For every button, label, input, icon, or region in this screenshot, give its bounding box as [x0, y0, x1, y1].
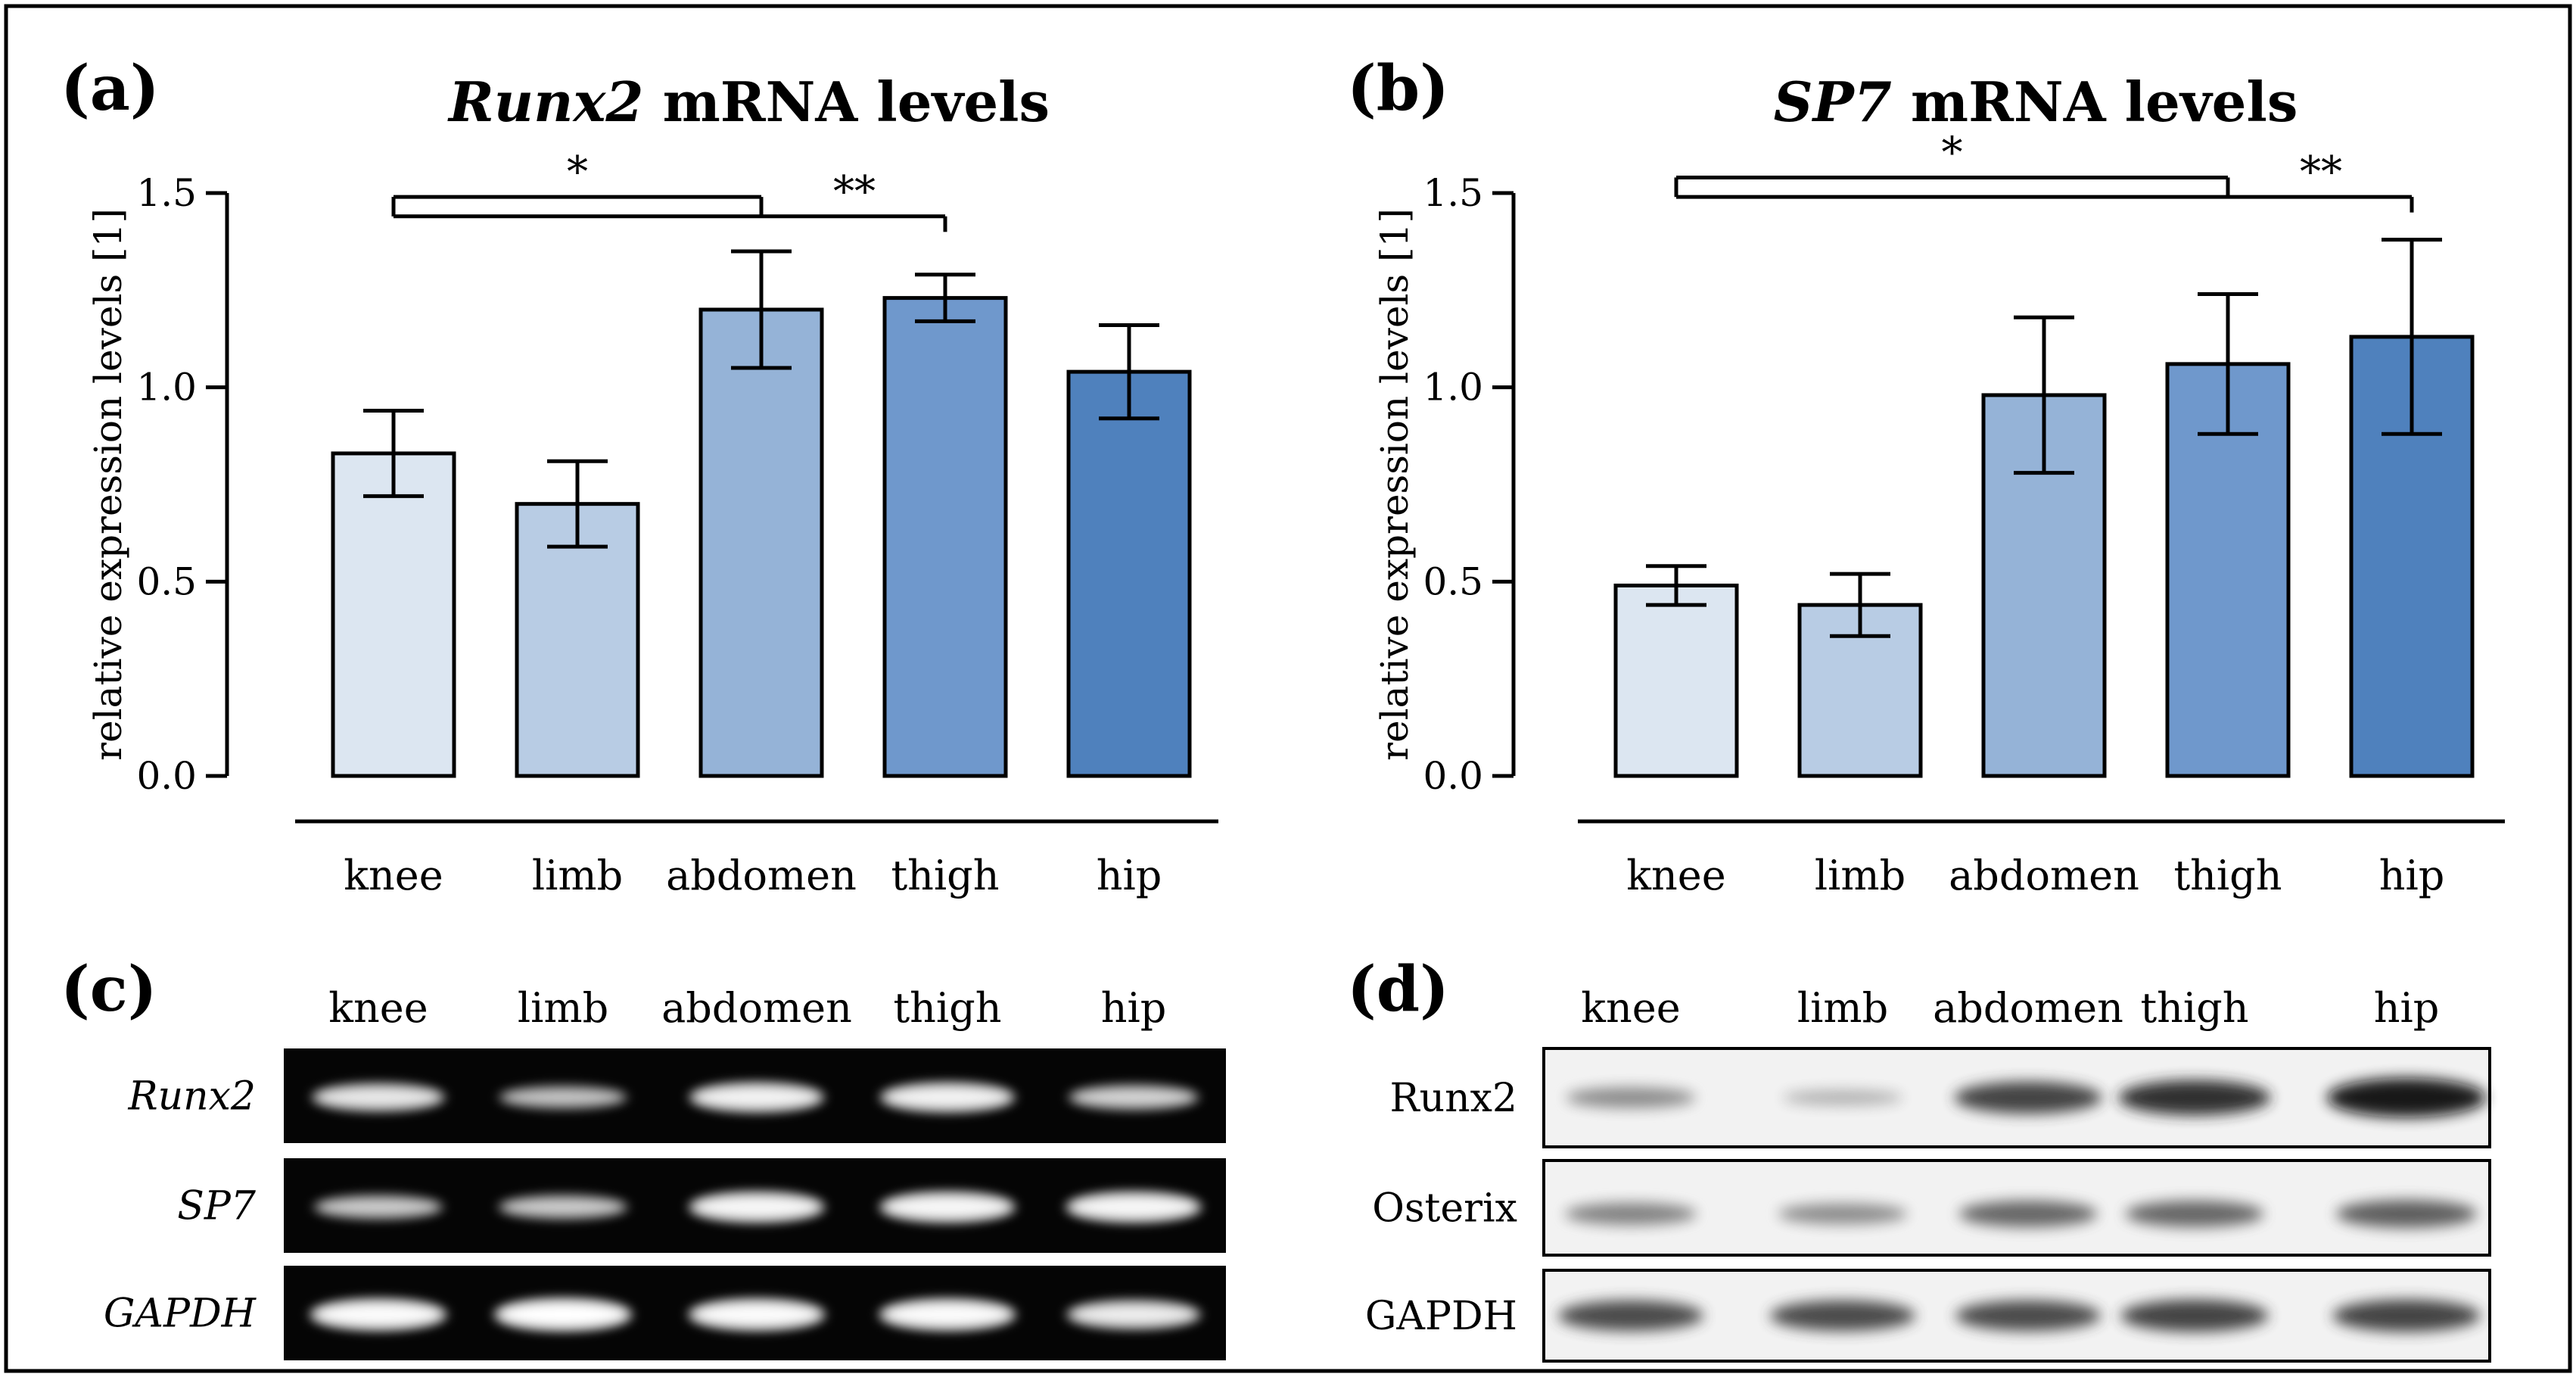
chart-title: Runx2 mRNA levels — [447, 70, 1050, 134]
gel-row-label: Runx2 — [127, 1074, 256, 1120]
blot-row-label: Osterix — [1372, 1186, 1517, 1232]
chart-title-italic: Runx2 — [447, 70, 644, 134]
blot-band — [1782, 1090, 1903, 1105]
blot-band — [2120, 1299, 2269, 1332]
gel-band — [693, 1195, 820, 1220]
gel-band — [316, 1086, 441, 1108]
gel-band — [884, 1086, 1011, 1109]
blot-band — [2118, 1079, 2271, 1116]
significance-label: * — [1942, 128, 1963, 177]
gel-band — [1071, 1303, 1196, 1326]
chart-title: SP7 mRNA levels — [1774, 70, 2298, 134]
y-tick-label: 1.0 — [136, 366, 197, 410]
chart-b: SP7 mRNA levels relative expression level… — [1373, 70, 2505, 899]
blot-band — [2327, 1078, 2486, 1117]
x-tick-label: abdomen — [1949, 852, 2139, 899]
gel-band — [693, 1086, 820, 1109]
blot-band — [1778, 1203, 1908, 1225]
bar-limb — [515, 502, 640, 778]
blot-lane-label: abdomen — [1933, 984, 2123, 1032]
blot-band — [2332, 1299, 2481, 1332]
bar-knee — [331, 451, 456, 778]
blot-lane-label: thigh — [2140, 984, 2248, 1032]
gel-row-label: GAPDH — [104, 1291, 257, 1337]
panel-label-b: (b) — [1347, 52, 1449, 125]
x-tick-label: limb — [1815, 852, 1906, 899]
blot-band — [1770, 1300, 1915, 1332]
bar-abdomen — [1981, 393, 2107, 778]
bar-thigh — [882, 296, 1008, 778]
blot-band — [2336, 1200, 2477, 1228]
x-tick-label: limb — [532, 852, 623, 899]
x-tick-label: knee — [1626, 852, 1725, 899]
y-tick-label: 1.5 — [1423, 171, 1483, 215]
chart-title-italic: SP7 — [1774, 70, 1892, 134]
x-tick-label: abdomen — [666, 852, 857, 899]
gel-lane-label: hip — [1101, 984, 1167, 1032]
gel-band — [692, 1302, 821, 1327]
y-axis-label: relative expression levels [1] — [86, 208, 130, 761]
blot-band — [1954, 1081, 2102, 1114]
significance-label: ** — [833, 167, 876, 217]
chart-a: Runx2 mRNA levels relative expression lev… — [86, 70, 1218, 899]
bar-knee — [1613, 583, 1739, 778]
gel-band — [317, 1198, 440, 1217]
blot-band — [1566, 1087, 1696, 1108]
chart-title-rest: mRNA levels — [644, 70, 1050, 134]
y-tick-label: 0.5 — [136, 559, 197, 603]
x-tick-label: hip — [1097, 852, 1162, 899]
chart-title-rest: mRNA levels — [1892, 70, 2298, 134]
panel-label-c: (c) — [61, 953, 157, 1026]
y-tick-label: 0.5 — [1423, 559, 1483, 603]
x-tick-label: thigh — [891, 852, 999, 899]
gel-lane-label: abdomen — [661, 984, 852, 1032]
blot-row-label: Runx2 — [1389, 1076, 1517, 1121]
figure-border — [4, 4, 2572, 1373]
gel-band — [1072, 1087, 1195, 1108]
y-axis-label: relative expression levels [1] — [1373, 208, 1417, 761]
bar-hip — [1066, 369, 1192, 778]
gel-lane-label: knee — [328, 984, 428, 1032]
x-tick-label: hip — [2379, 852, 2445, 899]
y-tick-label: 1.5 — [136, 171, 197, 215]
x-tick-label: thigh — [2173, 852, 2282, 899]
significance-label: * — [567, 148, 588, 197]
gel-row-label: SP7 — [177, 1184, 257, 1229]
blot-row-label: GAPDH — [1365, 1294, 1517, 1339]
gel-band — [502, 1089, 624, 1106]
blot-panel-d: knee limb abdomen thigh hip Runx2 Osterix GAPDH — [1365, 984, 2491, 1363]
blot-lane-label: limb — [1797, 984, 1888, 1032]
panel-label-d: (d) — [1347, 953, 1449, 1026]
bar-abdomen — [698, 307, 824, 778]
blot-band — [1955, 1300, 2101, 1332]
blot-band — [2125, 1201, 2264, 1227]
blot-lane-label: knee — [1581, 984, 1680, 1032]
gel-band — [884, 1195, 1011, 1220]
gel-band — [314, 1302, 443, 1327]
significance-label: ** — [2300, 148, 2342, 197]
gel-lane-label: thigh — [893, 984, 1001, 1032]
gel-lane-label: limb — [518, 984, 608, 1032]
blot-lane-label: hip — [2374, 984, 2440, 1032]
y-tick-label: 1.0 — [1423, 366, 1483, 410]
y-tick-label: 0.0 — [136, 754, 197, 798]
gel-band — [502, 1198, 624, 1217]
panel-label-a: (a) — [61, 52, 160, 125]
gel-band — [499, 1301, 627, 1328]
blot-band — [1565, 1202, 1697, 1226]
gel-band — [1070, 1195, 1197, 1220]
y-tick-label: 0.0 — [1423, 754, 1483, 798]
blot-band — [1958, 1201, 2098, 1227]
x-tick-label: knee — [344, 852, 443, 899]
gel-band — [883, 1302, 1012, 1327]
gel-panel-c: knee limb abdomen thigh hip Runx2 SP7 GAPDH — [104, 984, 1226, 1360]
blot-band — [1558, 1300, 1703, 1332]
